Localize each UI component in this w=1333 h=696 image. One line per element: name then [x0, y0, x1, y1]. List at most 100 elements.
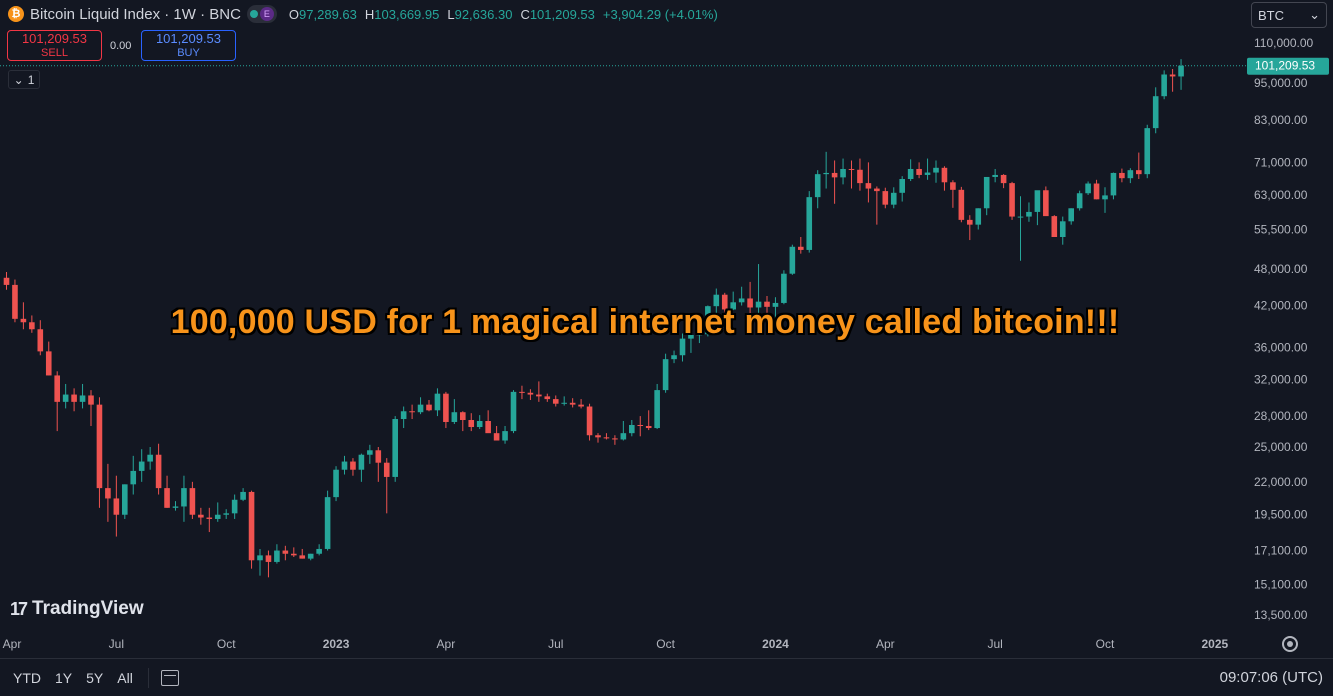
candle[interactable]: [747, 281, 753, 316]
candle[interactable]: [519, 385, 525, 400]
candle[interactable]: [181, 475, 187, 522]
candle[interactable]: [907, 159, 914, 182]
symbol-legend[interactable]: ₿ Bitcoin Liquid Index · 1W · BNC E O97,…: [8, 4, 718, 24]
candle[interactable]: [62, 383, 69, 409]
candle[interactable]: [206, 507, 213, 533]
candle[interactable]: [1059, 216, 1066, 245]
candle[interactable]: [375, 446, 382, 482]
candle[interactable]: [240, 488, 246, 502]
candle[interactable]: [696, 329, 703, 344]
candle[interactable]: [392, 416, 398, 482]
candle[interactable]: [358, 453, 365, 482]
candle[interactable]: [383, 458, 390, 514]
candle[interactable]: [189, 481, 196, 519]
candle[interactable]: [713, 288, 720, 318]
candle[interactable]: [417, 397, 424, 415]
candle[interactable]: [1017, 196, 1024, 261]
candle[interactable]: [890, 187, 897, 209]
candle[interactable]: [620, 420, 627, 441]
candle[interactable]: [679, 333, 686, 362]
candle[interactable]: [510, 390, 517, 434]
candle[interactable]: [71, 388, 77, 412]
candle[interactable]: [527, 389, 534, 401]
candle[interactable]: [316, 544, 322, 556]
candle[interactable]: [493, 426, 500, 441]
candle[interactable]: [45, 341, 52, 376]
candle[interactable]: [291, 547, 297, 557]
gear-icon[interactable]: [1282, 636, 1298, 652]
candle[interactable]: [1127, 168, 1134, 184]
candle[interactable]: [814, 170, 821, 209]
candle[interactable]: [578, 399, 584, 409]
price-axis[interactable]: 110,000.00 95,000.00 83,000.00 71,000.00 63,…: [1254, 36, 1313, 622]
candle[interactable]: [595, 433, 601, 443]
candle[interactable]: [248, 490, 255, 569]
candle[interactable]: [629, 420, 635, 437]
candle[interactable]: [899, 176, 905, 202]
candle[interactable]: [612, 435, 618, 445]
candle[interactable]: [282, 545, 289, 561]
candle[interactable]: [434, 388, 441, 417]
candle[interactable]: [721, 292, 728, 315]
candle[interactable]: [941, 166, 948, 191]
candle[interactable]: [96, 397, 103, 508]
candle[interactable]: [299, 548, 306, 559]
candle[interactable]: [1051, 215, 1058, 238]
candle[interactable]: [1152, 87, 1159, 134]
candle[interactable]: [265, 550, 272, 578]
candle[interactable]: [806, 191, 813, 253]
candle[interactable]: [958, 186, 965, 223]
candle[interactable]: [865, 162, 872, 203]
candle[interactable]: [257, 548, 263, 576]
sell-button[interactable]: 101,209.53 SELL: [7, 30, 102, 61]
candle[interactable]: [409, 404, 415, 420]
candle[interactable]: [341, 455, 348, 475]
candle[interactable]: [772, 297, 779, 330]
candle[interactable]: [637, 416, 644, 437]
candle[interactable]: [823, 151, 829, 189]
candle[interactable]: [468, 413, 475, 432]
candle[interactable]: [172, 501, 179, 511]
candle[interactable]: [764, 295, 770, 323]
candle[interactable]: [79, 383, 86, 409]
candle[interactable]: [443, 391, 449, 429]
candle[interactable]: [105, 463, 111, 522]
candle[interactable]: [781, 270, 787, 305]
candle[interactable]: [1009, 181, 1015, 220]
events-badge[interactable]: E: [259, 7, 274, 21]
candle[interactable]: [654, 383, 660, 430]
candle[interactable]: [755, 264, 762, 318]
range-1y-button[interactable]: 1Y: [55, 669, 73, 686]
candle[interactable]: [536, 381, 542, 402]
candle[interactable]: [831, 160, 838, 204]
candle[interactable]: [29, 315, 35, 333]
candle[interactable]: [1102, 187, 1108, 213]
candle[interactable]: [738, 286, 745, 306]
candle[interactable]: [688, 332, 694, 353]
candle[interactable]: [1178, 59, 1184, 90]
candle[interactable]: [1068, 208, 1074, 225]
candle[interactable]: [324, 490, 331, 551]
candle[interactable]: [307, 553, 314, 561]
candle[interactable]: [1161, 70, 1167, 100]
candle[interactable]: [147, 446, 153, 470]
candle[interactable]: [561, 396, 567, 406]
candle[interactable]: [586, 403, 593, 441]
candle[interactable]: [603, 433, 610, 440]
candle[interactable]: [130, 455, 137, 495]
candle[interactable]: [1026, 202, 1032, 222]
candle[interactable]: [1144, 124, 1151, 179]
symbol-title[interactable]: Bitcoin Liquid Index · 1W · BNC: [30, 5, 241, 23]
range-5y-button[interactable]: 5Y: [86, 669, 104, 686]
candle[interactable]: [1085, 181, 1091, 195]
candle[interactable]: [730, 291, 736, 311]
candle[interactable]: [1110, 172, 1117, 200]
candle[interactable]: [476, 415, 483, 430]
candle[interactable]: [37, 320, 44, 356]
candle[interactable]: [20, 302, 27, 330]
candle[interactable]: [1000, 174, 1007, 189]
candle[interactable]: [933, 160, 939, 183]
candle[interactable]: [874, 186, 880, 225]
tradingview-logo[interactable]: 17 TradingView: [10, 598, 144, 620]
